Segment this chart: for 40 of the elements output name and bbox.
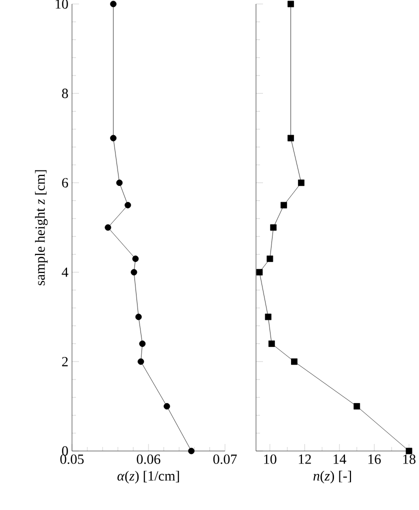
y-tick-label: 8 [62, 88, 68, 98]
point [354, 403, 360, 410]
point [124, 202, 132, 208]
x-tick-label: 0.05 [60, 454, 84, 464]
x-tick-label: 18 [403, 454, 416, 464]
point [288, 0, 294, 8]
y-tick-label: 2 [62, 356, 68, 366]
point [270, 224, 277, 231]
point [188, 448, 195, 454]
point [264, 314, 272, 320]
point [135, 314, 142, 320]
point [298, 180, 304, 186]
point [130, 268, 138, 276]
y-axis-title: sample height z [cm] [34, 170, 48, 286]
point [256, 268, 263, 276]
point [104, 224, 112, 231]
point [266, 256, 274, 262]
point [138, 358, 144, 365]
point [116, 180, 123, 186]
y-tick-label: 6 [62, 178, 68, 188]
point [139, 340, 146, 347]
point [110, 0, 117, 8]
y-tick-label: 0 [62, 446, 68, 456]
x-tick-label: 12 [298, 454, 311, 464]
point [164, 403, 170, 410]
x-tick-label: 14 [334, 454, 346, 464]
y-tick-label: 4 [62, 268, 68, 277]
point [110, 134, 117, 142]
x-tick-label: 10 [264, 454, 276, 464]
x-axis-title: n(z) [-] [313, 470, 352, 484]
point [291, 358, 298, 365]
point [268, 340, 275, 347]
x-tick-label: 16 [368, 454, 381, 464]
point [132, 256, 139, 262]
point [288, 134, 294, 142]
x-tick-label: 0.07 [213, 454, 237, 464]
point [280, 202, 288, 208]
x-axis-title: α(z) [1/cm] [117, 470, 179, 484]
x-tick-label: 0.06 [136, 454, 160, 464]
point [406, 448, 412, 454]
